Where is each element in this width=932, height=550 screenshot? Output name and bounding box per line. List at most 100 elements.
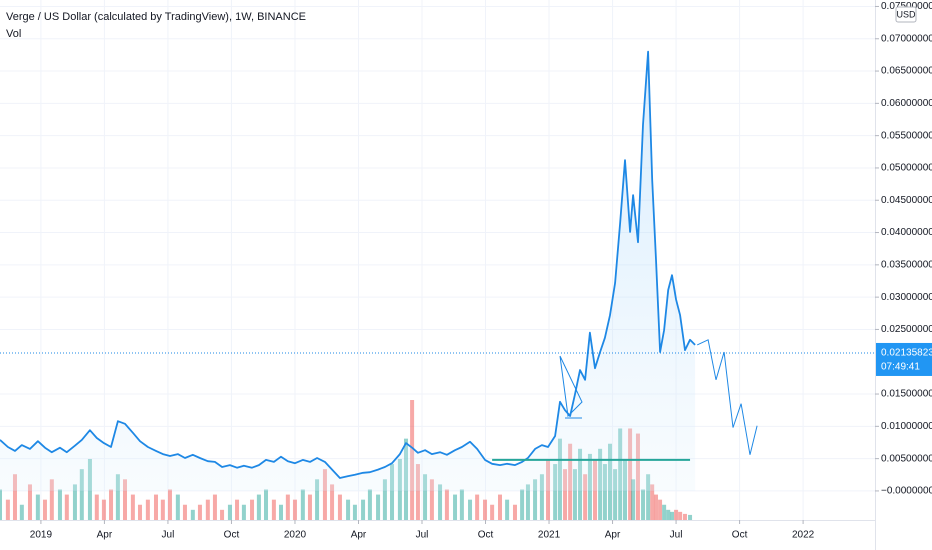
- volume-bar: [688, 514, 693, 520]
- projection-line: [696, 339, 758, 455]
- volume-bar: [520, 489, 525, 520]
- y-tick-label: 0.04000000: [881, 227, 932, 238]
- x-tick-label: Apr: [605, 530, 621, 541]
- volume-bar: [670, 511, 675, 520]
- volume-bar: [130, 494, 135, 520]
- volume-bar: [459, 489, 464, 520]
- volume-bar: [182, 504, 187, 520]
- price-pane: [0, 50, 875, 491]
- x-tick-label: 2019: [30, 530, 53, 541]
- x-tick-label: Oct: [478, 530, 494, 541]
- y-tick-label: 0.07000000: [881, 33, 932, 44]
- volume-bar: [438, 484, 443, 520]
- volume-bar: [12, 474, 17, 520]
- volume-bar: [572, 469, 577, 520]
- volume-bar: [256, 494, 261, 520]
- y-tick-label: 0.01000000: [881, 421, 932, 432]
- volume-bar: [49, 479, 54, 520]
- volume-bar: [241, 504, 246, 520]
- x-tick-label: Jul: [670, 530, 683, 541]
- volume-bar: [468, 499, 473, 520]
- volume-bar: [352, 504, 357, 520]
- volume-bar: [415, 464, 420, 520]
- volume-bar: [79, 469, 84, 520]
- volume-bar: [367, 489, 372, 520]
- countdown: 07:49:41: [881, 362, 920, 373]
- volume-bar: [109, 489, 114, 520]
- y-tick-label: 0.03500000: [881, 259, 932, 270]
- volume-bar: [250, 499, 255, 520]
- volume-bar: [658, 499, 663, 520]
- volume-bar: [271, 499, 276, 520]
- volume-bar: [307, 494, 312, 520]
- volume-bar: [227, 504, 232, 520]
- volume-bar: [57, 489, 62, 520]
- y-tick-label: 0.01500000: [881, 389, 932, 400]
- volume-bar: [5, 499, 10, 520]
- volume-bar: [505, 499, 510, 520]
- volume-bar: [361, 499, 366, 520]
- volume-bar: [123, 479, 127, 520]
- volume-bar: [285, 494, 290, 520]
- volume-bar: [376, 494, 381, 520]
- volume-bar: [346, 499, 351, 520]
- volume-label: Vol: [6, 28, 21, 40]
- volume-bar: [674, 509, 679, 520]
- volume-bar: [27, 484, 32, 520]
- x-tick-label: 2021: [538, 530, 561, 541]
- volume-bar: [235, 499, 240, 520]
- volume-bar: [475, 494, 480, 520]
- volume-bar: [682, 513, 687, 520]
- y-tick-label: 0.02500000: [881, 324, 932, 335]
- volume-bar: [205, 499, 210, 520]
- volume-bar: [220, 509, 225, 520]
- chart-title: Verge / US Dollar (calculated by Trading…: [6, 11, 306, 23]
- volume-bar: [330, 484, 335, 520]
- volume-bar: [264, 489, 269, 520]
- x-tick-label: 2022: [792, 530, 815, 541]
- volume-bar: [278, 504, 283, 520]
- volume-bar: [662, 504, 667, 520]
- x-tick-label: Apr: [97, 530, 113, 541]
- volume-bar: [646, 474, 651, 520]
- volume-bar: [337, 494, 342, 520]
- volume-bar: [563, 469, 568, 520]
- x-tick-label: Jul: [162, 530, 175, 541]
- currency-badge[interactable]: [895, 6, 917, 23]
- volume-bar: [137, 504, 142, 520]
- volume-bar: [197, 504, 202, 520]
- volume-bar: [512, 504, 517, 520]
- x-tick-label: Oct: [732, 530, 748, 541]
- volume-bar: [613, 469, 618, 520]
- volume-bar: [167, 489, 172, 520]
- volume-bar: [583, 474, 588, 520]
- volume-bar: [678, 511, 683, 520]
- volume-bar: [490, 504, 495, 520]
- x-tick-label: Apr: [351, 530, 367, 541]
- last-price-box: [876, 342, 932, 376]
- x-tick-label: 2020: [284, 530, 307, 541]
- volume-bar: [175, 494, 180, 520]
- volume-bar: [382, 479, 387, 520]
- volume-bar: [631, 479, 636, 520]
- volume-bar: [650, 484, 655, 520]
- price-axis: [875, 0, 932, 550]
- volume-bar: [498, 494, 502, 520]
- y-tick-label: 0.00500000: [881, 453, 932, 464]
- price-area: [0, 51, 696, 491]
- volume-bar: [64, 494, 69, 520]
- volume-bar: [0, 489, 2, 520]
- volume-bar: [153, 494, 158, 520]
- volume-bar: [444, 489, 449, 520]
- volume-bar: [483, 499, 488, 520]
- volume-bar: [315, 479, 320, 520]
- y-tick-label: 0.05500000: [881, 130, 932, 141]
- volume-bar: [35, 494, 40, 520]
- volume-bar: [602, 464, 607, 520]
- x-tick-label: Oct: [224, 530, 240, 541]
- volume-bar: [539, 474, 544, 520]
- volume-bar: [423, 474, 428, 520]
